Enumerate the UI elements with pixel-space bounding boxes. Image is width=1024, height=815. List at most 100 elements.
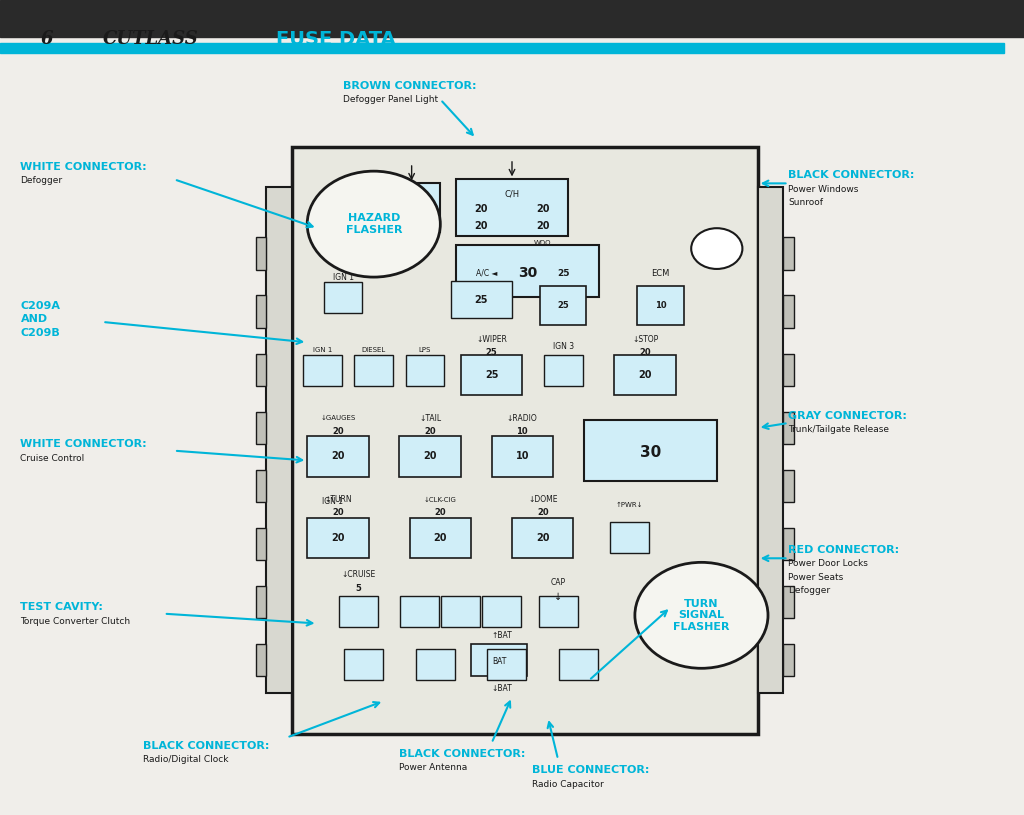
Bar: [354, 355, 393, 386]
Text: WHITE CONNECTOR:: WHITE CONNECTOR:: [20, 162, 147, 172]
Text: A/C ◄: A/C ◄: [476, 268, 497, 278]
Bar: [512, 518, 573, 558]
Text: 25: 25: [557, 268, 569, 278]
Bar: [292, 147, 758, 734]
Bar: [384, 183, 440, 232]
Text: FUSE DATA: FUSE DATA: [276, 29, 396, 49]
Text: Radio/Digital Clock: Radio/Digital Clock: [143, 755, 228, 764]
Text: HAZARD
FLASHER: HAZARD FLASHER: [345, 214, 402, 235]
Text: 30: 30: [640, 445, 660, 460]
Bar: [758, 187, 783, 693]
Text: ↑BAT: ↑BAT: [492, 631, 512, 641]
Text: 20: 20: [536, 221, 550, 231]
Bar: [783, 528, 794, 561]
Bar: [410, 518, 471, 558]
Bar: [544, 355, 583, 386]
Text: 25: 25: [557, 301, 569, 311]
Text: 25: 25: [485, 348, 498, 358]
Text: Sunroof: Sunroof: [788, 197, 823, 207]
Bar: [344, 649, 383, 680]
Text: Cruise Control: Cruise Control: [20, 453, 85, 463]
Text: 10: 10: [516, 426, 528, 436]
Bar: [487, 649, 526, 680]
Text: LPS: LPS: [419, 347, 431, 354]
Text: 5: 5: [409, 222, 415, 231]
Text: ↓GAUGES: ↓GAUGES: [321, 415, 355, 421]
Text: 25: 25: [474, 295, 488, 305]
Bar: [307, 518, 369, 558]
Bar: [256, 237, 266, 270]
Text: 20: 20: [474, 221, 488, 231]
Bar: [610, 522, 649, 553]
Bar: [559, 649, 598, 680]
Text: TURN
SIGNAL
FLASHER: TURN SIGNAL FLASHER: [673, 599, 730, 632]
Text: 20: 20: [537, 508, 549, 518]
Text: CUTLASS: CUTLASS: [102, 30, 199, 48]
Text: ↓STOP: ↓STOP: [632, 335, 658, 345]
Text: WHITE CONNECTOR:: WHITE CONNECTOR:: [20, 439, 147, 449]
Text: 20: 20: [434, 508, 446, 518]
Text: AND: AND: [20, 315, 47, 324]
Text: ↓WIPER: ↓WIPER: [476, 335, 507, 345]
Text: Defogger: Defogger: [788, 585, 830, 595]
Text: 5: 5: [409, 207, 415, 217]
Bar: [256, 644, 266, 676]
Text: 6: 6: [41, 30, 53, 48]
Text: IGN 3: IGN 3: [553, 341, 573, 351]
Bar: [416, 649, 455, 680]
Circle shape: [307, 171, 440, 277]
Bar: [0, 0, 1024, 37]
Text: 20: 20: [332, 426, 344, 436]
Bar: [783, 412, 794, 444]
Text: Defogger: Defogger: [20, 176, 62, 186]
Text: IGN 1: IGN 1: [333, 272, 353, 282]
Text: C209B: C209B: [20, 328, 60, 338]
Bar: [541, 286, 587, 325]
Bar: [614, 355, 676, 395]
Bar: [339, 596, 378, 627]
Bar: [482, 596, 521, 627]
Bar: [539, 596, 578, 627]
Text: ↓BAT: ↓BAT: [492, 684, 512, 694]
Bar: [256, 528, 266, 561]
Text: WDO: WDO: [534, 240, 552, 246]
Bar: [399, 436, 461, 477]
Bar: [492, 436, 553, 477]
Bar: [400, 596, 439, 627]
Bar: [783, 354, 794, 386]
Bar: [406, 355, 444, 386]
Text: ↑PWR↓: ↑PWR↓: [616, 502, 643, 509]
Text: C209A: C209A: [20, 301, 60, 311]
Bar: [324, 282, 362, 313]
Text: Radio Capacitor: Radio Capacitor: [532, 779, 604, 789]
Bar: [256, 295, 266, 328]
Text: Power Antenna: Power Antenna: [399, 763, 468, 773]
Text: RED CONNECTOR:: RED CONNECTOR:: [788, 545, 900, 555]
Text: BLACK CONNECTOR:: BLACK CONNECTOR:: [143, 741, 269, 751]
Bar: [461, 355, 522, 395]
Text: 20: 20: [331, 533, 345, 543]
Text: 10: 10: [654, 301, 667, 311]
Text: 20: 20: [332, 508, 344, 518]
Text: C/H: C/H: [505, 189, 519, 199]
Text: Power Windows: Power Windows: [788, 184, 859, 194]
Text: ECM: ECM: [651, 268, 670, 278]
Bar: [451, 281, 512, 318]
Text: 30: 30: [518, 266, 537, 280]
Text: 20: 20: [639, 348, 651, 358]
Text: BLACK CONNECTOR:: BLACK CONNECTOR:: [788, 170, 914, 180]
Text: 20: 20: [424, 426, 436, 436]
Text: TEST CAVITY:: TEST CAVITY:: [20, 602, 103, 612]
Bar: [783, 237, 794, 270]
Text: IGN 1: IGN 1: [323, 496, 343, 506]
Text: CAP: CAP: [551, 578, 565, 588]
Bar: [307, 436, 369, 477]
Text: 20: 20: [536, 205, 550, 214]
Bar: [256, 354, 266, 386]
Text: ↓RADIO: ↓RADIO: [507, 413, 538, 423]
Bar: [783, 469, 794, 502]
Text: 20: 20: [536, 533, 550, 543]
Text: BROWN CONNECTOR:: BROWN CONNECTOR:: [343, 81, 476, 90]
Text: 20: 20: [433, 533, 447, 543]
Circle shape: [691, 228, 742, 269]
